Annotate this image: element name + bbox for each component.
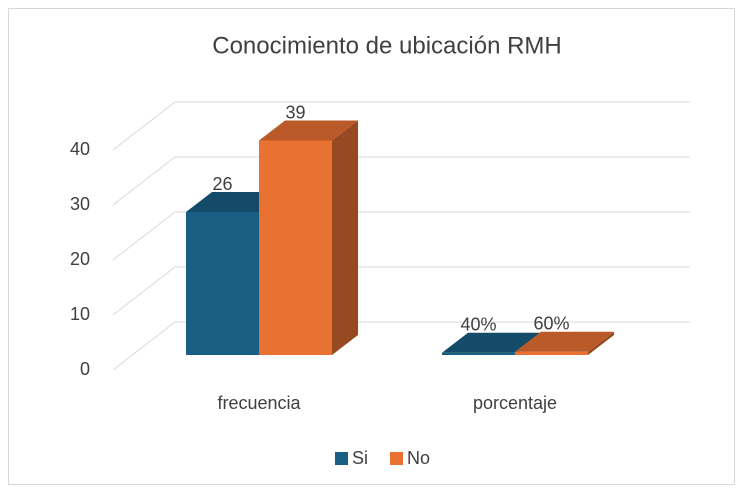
bar-top [442,332,541,353]
grid-line [112,101,690,151]
y-tick-label: 10 [70,304,90,324]
y-tick-label: 20 [70,249,90,269]
bar-side [588,331,614,355]
data-label: 40% [460,315,496,335]
bar-top [515,331,614,352]
x-tick-label: porcentaje [473,393,557,413]
bar-front [515,351,588,355]
y-tick-label: 0 [80,359,90,379]
bar-front [442,352,515,355]
grid-line [112,266,690,316]
bar-front [186,212,259,355]
legend-swatch [390,452,404,465]
data-label: 39 [285,102,305,122]
bar [515,331,614,355]
data-label: 60% [533,313,569,333]
grid-line [112,211,690,261]
bar-front [259,140,332,355]
legend-swatch [335,452,348,465]
grid-line [112,321,690,371]
legend-label: No [407,448,430,468]
y-tick-label: 40 [70,139,90,159]
chart-frame [8,8,735,485]
bar-side [332,120,358,355]
x-tick-label: frecuencia [217,393,301,413]
chart-title: Conocimiento de ubicación RMH [212,32,562,59]
bar [259,120,358,355]
bar-top [259,120,358,141]
data-label: 26 [212,174,232,194]
legend-label: Si [352,448,368,468]
grid-line [112,156,690,206]
y-tick-label: 30 [70,194,90,214]
